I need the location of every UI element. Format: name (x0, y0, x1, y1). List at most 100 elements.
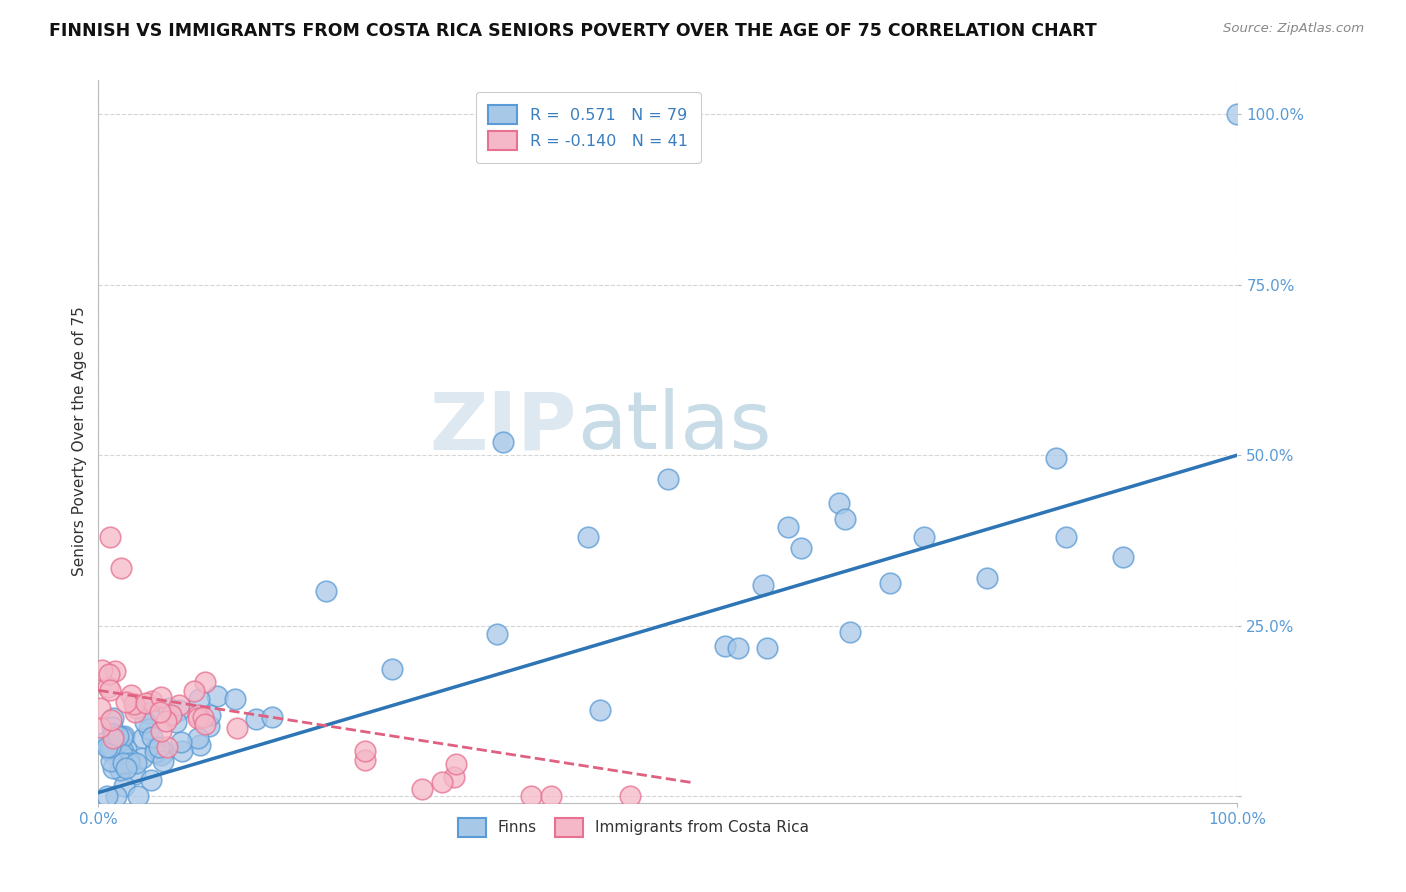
Point (150, 690, 173, 705)
Point (157, 701, 180, 715)
Point (789, 541, 811, 556)
Point (115, 761, 138, 775)
Point (1226, 107, 1249, 121)
Point (224, 692, 246, 706)
Point (198, 708, 221, 723)
Point (444, 757, 467, 772)
Point (112, 729, 135, 743)
Point (411, 781, 433, 796)
Point (245, 712, 267, 726)
Point (976, 571, 998, 585)
Point (540, 789, 562, 803)
Text: atlas: atlas (576, 388, 770, 467)
Point (485, 627, 508, 641)
Point (89, 720, 111, 734)
Point (112, 779, 135, 793)
Point (100, 713, 122, 727)
Point (1054, 530, 1078, 544)
Point (98, 743, 121, 757)
Point (108, 763, 131, 777)
Point (183, 684, 205, 698)
Point (131, 751, 153, 765)
Point (619, 789, 641, 803)
Point (315, 584, 337, 599)
Point (101, 720, 124, 734)
Text: FINNISH VS IMMIGRANTS FROM COSTA RICA SENIORS POVERTY OVER THE AGE OF 75 CORRELA: FINNISH VS IMMIGRANTS FROM COSTA RICA SE… (49, 22, 1097, 40)
Point (188, 738, 211, 752)
Point (150, 747, 173, 762)
Point (149, 723, 172, 738)
Point (172, 744, 194, 758)
Point (103, 727, 125, 741)
Point (124, 701, 146, 715)
Point (141, 730, 163, 744)
Point (194, 675, 217, 690)
Point (132, 731, 155, 746)
Point (520, 789, 543, 803)
Point (101, 710, 124, 724)
Point (187, 731, 209, 746)
Point (111, 757, 134, 772)
Point (353, 744, 375, 758)
Point (141, 772, 163, 787)
Point (124, 705, 146, 719)
Point (353, 753, 375, 767)
Point (98, 682, 121, 697)
Point (94, 735, 117, 749)
Point (98, 530, 121, 544)
Point (839, 625, 862, 640)
Point (124, 767, 146, 781)
Point (118, 756, 141, 770)
Point (143, 745, 166, 759)
Point (122, 698, 145, 712)
Point (149, 706, 172, 720)
Point (576, 530, 599, 544)
Point (97, 681, 120, 695)
Text: ZIP: ZIP (429, 388, 576, 467)
Point (138, 722, 160, 736)
Point (96, 789, 118, 803)
Point (198, 719, 221, 733)
Point (170, 734, 193, 748)
Point (89, 701, 111, 715)
Point (114, 695, 136, 709)
Text: Source: ZipAtlas.com: Source: ZipAtlas.com (1223, 22, 1364, 36)
Point (727, 640, 749, 655)
Point (100, 754, 122, 768)
Point (755, 640, 778, 655)
Point (186, 708, 208, 723)
Point (118, 752, 141, 766)
Point (101, 761, 124, 775)
Point (152, 755, 174, 769)
Point (187, 711, 209, 725)
Point (91, 663, 114, 677)
Point (127, 789, 149, 803)
Point (156, 739, 179, 754)
Point (194, 717, 217, 731)
Point (188, 692, 211, 706)
Point (148, 740, 170, 755)
Point (134, 715, 156, 730)
Point (778, 520, 800, 534)
Point (120, 688, 142, 702)
Point (752, 578, 775, 592)
Point (135, 696, 157, 710)
Point (430, 775, 453, 789)
Point (167, 698, 190, 712)
Legend: Finns, Immigrants from Costa Rica: Finns, Immigrants from Costa Rica (449, 809, 818, 846)
Point (225, 721, 247, 735)
Point (167, 703, 190, 717)
Point (492, 434, 515, 449)
Point (834, 512, 856, 526)
Point (101, 746, 124, 760)
Point (1045, 450, 1067, 465)
Point (207, 689, 229, 703)
Point (98, 739, 121, 754)
Point (96, 739, 118, 754)
Point (155, 714, 177, 728)
Point (714, 639, 737, 653)
Point (112, 756, 135, 770)
Point (97, 667, 120, 681)
Point (105, 789, 128, 803)
Point (101, 731, 124, 745)
